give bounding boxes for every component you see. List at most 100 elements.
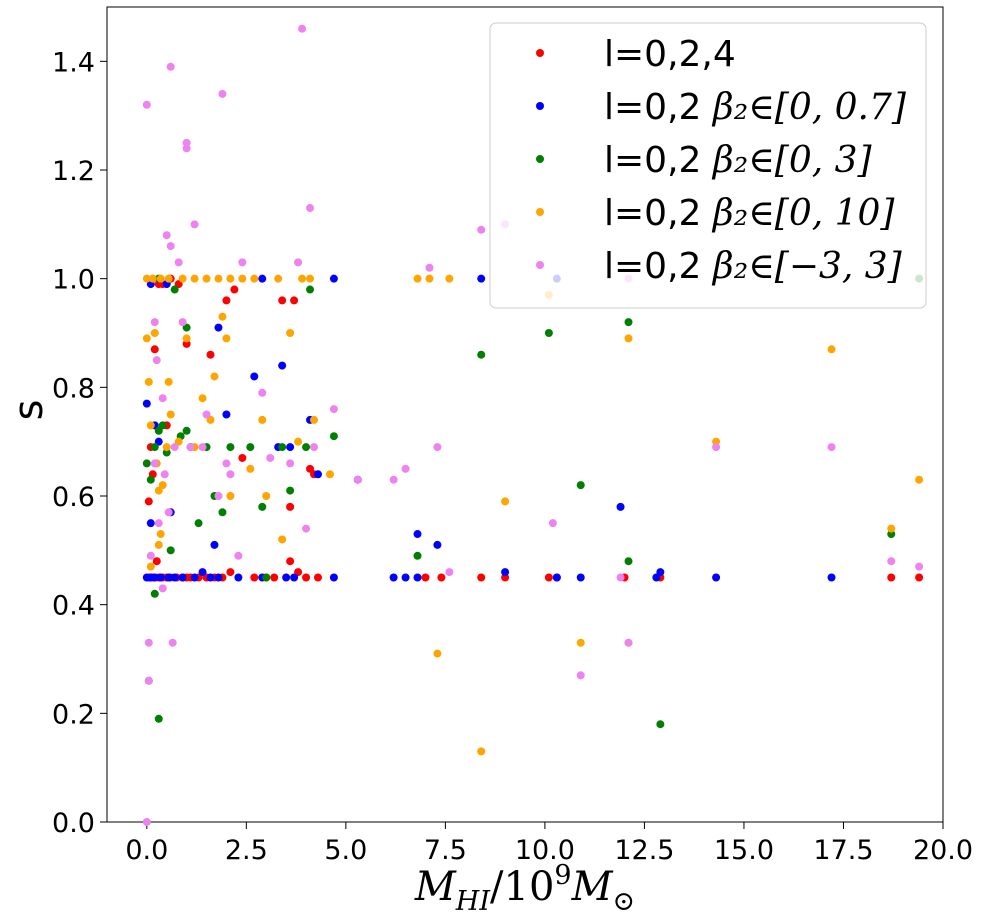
- scatter-point: [425, 274, 434, 283]
- scatter-point: [548, 519, 557, 528]
- scatter-point: [552, 573, 561, 582]
- scatter-point: [170, 573, 179, 582]
- scatter-point: [148, 274, 157, 283]
- scatter-point: [190, 220, 199, 229]
- scatter-point: [142, 334, 151, 343]
- scatter-point: [234, 573, 243, 582]
- scatter-point: [887, 573, 896, 582]
- scatter-point: [576, 481, 585, 490]
- scatter-point: [477, 274, 486, 283]
- scatter-point: [278, 296, 287, 305]
- scatter-point: [238, 258, 247, 267]
- scatter-point: [156, 530, 165, 539]
- legend-label: l=0,2,4: [604, 34, 736, 75]
- x-axis-label: MHI/109M⊙: [414, 860, 635, 916]
- legend-marker: [536, 208, 544, 216]
- scatter-point: [198, 394, 207, 403]
- scatter-point: [827, 443, 836, 452]
- scatter-point: [246, 464, 255, 473]
- scatter-point: [286, 486, 295, 495]
- legend-label: l=0,2 β₂∈[0, 0.7]: [604, 87, 907, 128]
- scatter-point: [202, 410, 211, 419]
- scatter-point: [278, 361, 287, 370]
- scatter-point: [274, 274, 283, 283]
- scatter-point: [234, 551, 243, 560]
- scatter-point: [156, 274, 165, 283]
- scatter-point: [624, 318, 633, 327]
- scatter-point: [182, 426, 191, 435]
- scatter-point: [186, 443, 195, 452]
- scatter-point: [150, 318, 159, 327]
- scatter-point: [624, 557, 633, 566]
- scatter-point: [150, 589, 159, 598]
- scatter-point: [401, 464, 410, 473]
- scatter-point: [150, 345, 159, 354]
- scatter-point: [445, 274, 454, 283]
- scatter-point: [437, 573, 446, 582]
- scatter-point: [142, 459, 151, 468]
- scatter-point: [313, 470, 322, 479]
- scatter-point: [214, 323, 223, 332]
- scatter-point: [142, 100, 151, 109]
- scatter-point: [142, 274, 151, 283]
- legend-marker: [536, 261, 544, 269]
- scatter-point: [278, 535, 287, 544]
- scatter-point: [246, 443, 255, 452]
- scatter-point: [222, 410, 231, 419]
- scatter-point: [433, 443, 442, 452]
- y-tick-label: 0.2: [52, 699, 95, 730]
- scatter-point: [413, 573, 422, 582]
- scatter-point: [152, 356, 161, 365]
- scatter-point: [262, 492, 271, 500]
- scatter-point: [616, 573, 625, 582]
- scatter-point: [190, 274, 199, 283]
- scatter-point: [389, 573, 398, 582]
- scatter-point: [178, 318, 187, 327]
- scatter-point: [353, 475, 362, 484]
- scatter-point: [226, 443, 235, 452]
- scatter-point: [146, 551, 155, 560]
- scatter-point: [166, 546, 175, 555]
- x-tick-label: 7.5: [424, 835, 467, 866]
- x-tick-label: 5.0: [324, 835, 367, 866]
- scatter-point: [286, 459, 295, 468]
- scatter-point: [218, 89, 227, 98]
- scatter-point: [298, 24, 307, 33]
- scatter-point: [202, 274, 211, 283]
- scatter-point: [270, 573, 279, 582]
- scatter-point: [294, 437, 303, 446]
- scatter-point: [827, 573, 836, 582]
- scatter-point: [329, 573, 338, 582]
- scatter-point: [389, 475, 398, 484]
- scatter-point: [544, 573, 553, 582]
- scatter-point: [258, 274, 267, 283]
- scatter-point: [445, 568, 454, 577]
- data-points: [142, 24, 924, 826]
- scatter-point: [144, 377, 153, 386]
- scatter-point: [282, 573, 291, 582]
- scatter-point: [413, 530, 422, 539]
- scatter-point: [158, 481, 167, 490]
- legend-marker: [536, 102, 544, 110]
- y-tick-label: 1.4: [52, 47, 95, 78]
- scatter-point: [616, 502, 625, 511]
- scatter-point: [168, 638, 177, 647]
- y-tick-label: 0.4: [52, 591, 95, 622]
- scatter-point: [413, 551, 422, 560]
- scatter-point: [222, 296, 231, 305]
- x-tick-label: 0.0: [125, 835, 168, 866]
- scatter-point: [150, 329, 159, 337]
- y-tick-label: 0.0: [52, 808, 95, 839]
- scatter-point: [313, 573, 322, 582]
- scatter-point: [170, 285, 179, 294]
- scatter-point: [164, 508, 173, 517]
- scatter-point: [286, 502, 295, 511]
- scatter-point: [150, 573, 159, 582]
- scatter-point: [158, 421, 167, 430]
- y-tick-label: 1.2: [52, 156, 95, 187]
- scatter-point: [142, 818, 151, 826]
- scatter-point: [146, 519, 155, 528]
- x-tick-label: 15.0: [714, 835, 774, 866]
- series-points: [142, 24, 924, 826]
